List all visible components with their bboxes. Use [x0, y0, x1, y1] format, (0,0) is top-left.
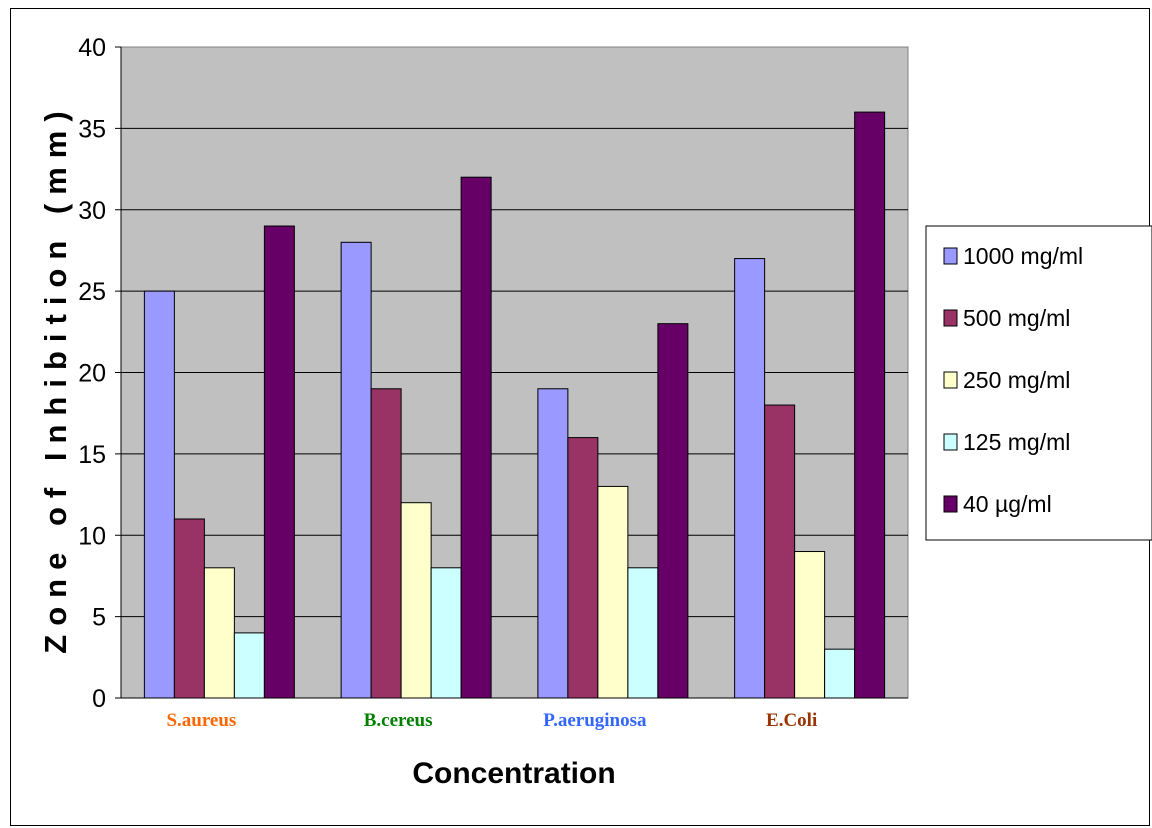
bar	[854, 111, 886, 699]
bar	[567, 437, 599, 699]
bar	[400, 502, 432, 699]
y-tick-label: 15	[78, 441, 106, 469]
bar	[657, 323, 689, 699]
bar	[794, 551, 826, 699]
x-axis-title: Concentration	[412, 757, 615, 790]
legend: 1000 mg/ml 500 mg/ml 250 mg/ml 125 mg/ml 40 …	[925, 225, 1152, 541]
legend-swatch	[943, 371, 958, 389]
legend-label: 40 µg/ml	[963, 491, 1052, 517]
bar	[537, 388, 569, 699]
legend-swatch	[943, 247, 958, 265]
bar	[734, 258, 766, 699]
bar	[203, 567, 235, 699]
y-tick-label: 30	[78, 197, 106, 225]
legend-label: 500 mg/ml	[963, 305, 1070, 331]
y-tick-label: 0	[92, 685, 106, 713]
x-category-label: P.aeruginosa	[543, 710, 647, 731]
legend-label: 125 mg/ml	[963, 429, 1070, 455]
bar	[173, 518, 205, 699]
bar	[824, 648, 856, 699]
bar	[233, 632, 265, 699]
bar	[627, 567, 659, 699]
bar	[263, 225, 295, 699]
x-category-label: E.Coli	[766, 710, 817, 731]
y-tick-label: 25	[78, 278, 106, 306]
bar	[370, 388, 402, 699]
legend-box	[925, 225, 1152, 541]
legend-label: 1000 mg/ml	[963, 243, 1083, 269]
y-tick-label: 20	[78, 360, 106, 388]
bar	[143, 290, 175, 699]
y-tick-label: 10	[78, 522, 106, 550]
y-tick-label: 5	[92, 604, 106, 632]
x-category-label: S.aureus	[166, 710, 236, 731]
gridlines	[121, 127, 908, 618]
legend-swatch	[943, 309, 958, 327]
legend-swatch	[943, 495, 958, 513]
bar	[764, 404, 796, 699]
y-axis-ticks: 0 5 10 15 20 25 30 35 40	[78, 34, 121, 713]
bar	[430, 567, 462, 699]
y-tick-label: 40	[78, 34, 106, 62]
y-tick-label: 35	[78, 115, 106, 143]
legend-label: 250 mg/ml	[963, 367, 1070, 393]
bar	[340, 241, 372, 699]
x-axis-categories: S.aureus B.cereus P.aeruginosa E.Coli	[166, 710, 817, 731]
y-axis-title: Zone of Inhibition (mm)	[38, 102, 73, 653]
bars	[120, 47, 908, 699]
bar	[460, 176, 492, 699]
x-category-label: B.cereus	[364, 710, 433, 731]
bar	[597, 485, 629, 699]
legend-swatch	[943, 433, 958, 451]
